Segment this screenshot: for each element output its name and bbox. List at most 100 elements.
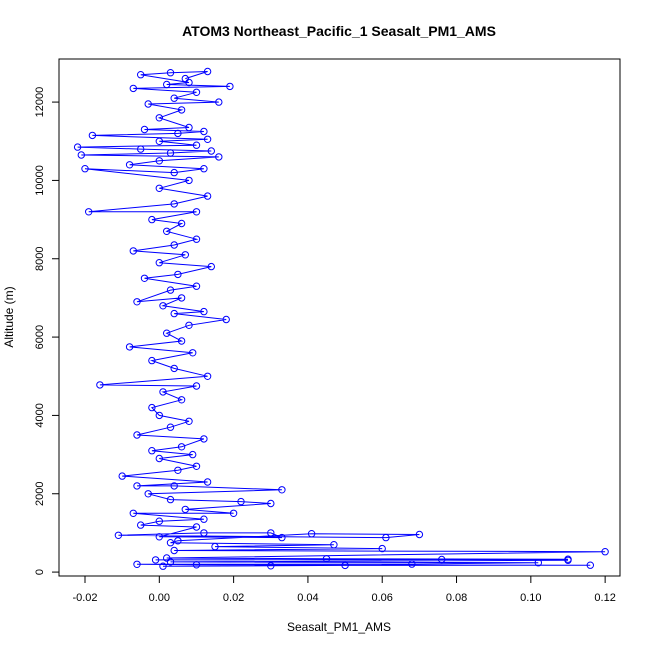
y-tick-label: 6000 [34,325,46,349]
data-point [181,505,190,514]
data-point [125,161,134,169]
data-point [177,443,186,451]
data-point [222,315,230,324]
data-point [203,67,212,76]
data-point [229,509,238,517]
data-point [203,478,212,486]
data-point [185,123,193,132]
data-point [177,337,186,345]
data-point [192,235,201,243]
data-point [166,558,175,566]
data-point [185,321,193,329]
data-point [148,403,156,412]
data-point [85,208,93,216]
x-tick-label: 0.04 [297,592,318,604]
data-point [140,274,149,282]
data-point [174,270,182,279]
data-point [133,298,141,306]
data-point [382,533,390,542]
data-point [159,562,167,570]
data-point [226,82,234,91]
x-tick-label: -0.02 [72,592,97,604]
data-point [144,100,152,108]
data-point [200,165,208,173]
data-point [237,497,245,506]
data-point [155,184,164,193]
data-point [174,466,182,474]
data-point [189,349,197,357]
x-axis-label: Seasalt_PM1_AMS [287,620,391,634]
data-point [378,544,386,553]
y-tick-label: 2000 [34,482,46,506]
data-point [203,135,212,144]
data-point [170,168,178,177]
data-point [155,157,164,165]
data-point [166,149,175,157]
data-point [564,555,572,563]
data-point [166,423,175,431]
data-point [81,165,89,173]
data-point [159,302,167,310]
data-point [307,530,316,538]
data-point [534,559,542,567]
data-point [170,546,178,555]
data-point [267,529,275,537]
data-point [189,450,197,459]
data-point [170,364,178,373]
data-point [200,127,208,136]
data-point [322,555,331,563]
plot-frame [58,58,621,577]
data-point [192,88,201,97]
data-point [114,531,123,539]
data-point [137,145,145,153]
data-point [200,435,208,443]
data-point [170,241,178,249]
data-point [155,533,164,541]
data-point [181,74,190,83]
data-point [163,80,171,89]
x-axis: -0.02 0.00 0.02 0.04 0.06 0.08 0.10 0.12 [72,575,616,604]
data-point [192,382,201,390]
series-line [77,71,606,567]
data-point [177,106,186,114]
data-point [155,114,164,122]
data-point [267,499,275,508]
data-point [155,137,164,146]
data-point [177,294,186,302]
data-point [129,247,138,255]
data-point [166,286,175,294]
data-point [415,530,424,539]
data-point [96,381,104,389]
data-point [155,517,164,525]
x-tick-label: 0.00 [149,592,170,604]
chart-title: ATOM3 Northeast_Pacific_1 Seasalt_PM1_AM… [182,23,496,39]
data-point [200,529,208,537]
data-point [185,78,193,87]
data-point [166,495,175,504]
data-point [163,329,171,337]
data-point [207,262,216,271]
y-tick-label: 4000 [34,403,46,427]
data-point [267,562,275,570]
data-point [211,542,219,551]
data-point [207,147,216,155]
data-point [185,176,193,185]
data-point [278,533,286,542]
data-point [170,309,178,318]
x-tick-label: 0.02 [223,592,244,604]
data-point [341,561,349,570]
data-point [170,482,178,490]
y-tick-label: 10000 [34,165,46,196]
data-point [174,537,182,545]
data-point [601,548,609,556]
data-point [163,554,171,562]
y-tick-label: 12000 [34,87,46,118]
x-tick-label: 0.06 [372,592,393,604]
data-point [151,556,160,564]
data-point [215,98,223,106]
data-point [174,129,182,138]
data-point [177,396,186,404]
data-point [125,343,134,351]
data-point [148,447,156,455]
